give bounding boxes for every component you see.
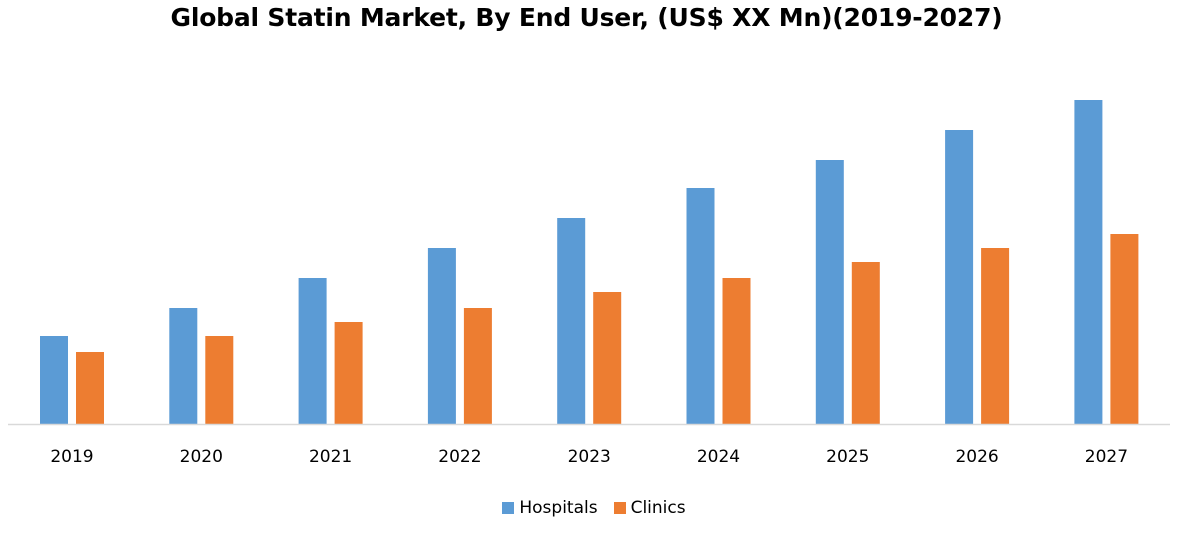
- legend-label-clinics: Clinics: [630, 498, 686, 518]
- bar-hospitals-2021: [298, 278, 327, 424]
- bar-clinics-2027: [1110, 234, 1139, 424]
- bar-clinics-2019: [76, 352, 104, 424]
- bar-hospitals-2022: [427, 248, 456, 424]
- x-tick-label-2025: 2025: [826, 447, 869, 467]
- bar-clinics-2026: [981, 248, 1010, 424]
- bar-hospitals-2020: [169, 308, 198, 424]
- bar-clinics-2021: [334, 322, 363, 424]
- bars-group: [40, 100, 1139, 424]
- x-tick-label-2020: 2020: [180, 447, 223, 467]
- bar-clinics-2023: [593, 292, 622, 424]
- legend-swatch-clinics: [613, 502, 626, 514]
- legend-item-hospitals: Hospitals: [502, 498, 598, 518]
- x-tick-label-2022: 2022: [438, 447, 481, 467]
- bar-hospitals-2027: [1074, 100, 1103, 424]
- legend-item-clinics: Clinics: [613, 498, 686, 518]
- legend-swatch-hospitals: [502, 502, 515, 514]
- x-tick-label-2027: 2027: [1085, 447, 1128, 467]
- bar-clinics-2022: [463, 308, 492, 424]
- bar-hospitals-2026: [945, 130, 974, 424]
- bar-clinics-2024: [722, 278, 751, 424]
- x-tick-label-2024: 2024: [697, 447, 740, 467]
- x-tick-label-2019: 2019: [50, 447, 93, 467]
- bar-clinics-2025: [851, 262, 880, 424]
- bar-clinics-2020: [205, 336, 234, 424]
- bar-hospitals-2025: [815, 160, 844, 424]
- x-tick-label-2023: 2023: [568, 447, 611, 467]
- chart-title: Global Statin Market, By End User, (US$ …: [170, 3, 1003, 32]
- x-tick-labels: 2019 2020 2021 2022 2023 2024 2025 2026 2027: [50, 447, 1128, 467]
- bar-hospitals-2024: [686, 188, 715, 424]
- bar-hospitals-2019: [40, 336, 68, 424]
- legend-label-hospitals: Hospitals: [519, 498, 598, 518]
- legend: Hospitals Clinics: [0, 496, 1188, 520]
- x-tick-label-2021: 2021: [309, 447, 352, 467]
- bar-hospitals-2023: [557, 218, 586, 424]
- x-tick-label-2026: 2026: [955, 447, 998, 467]
